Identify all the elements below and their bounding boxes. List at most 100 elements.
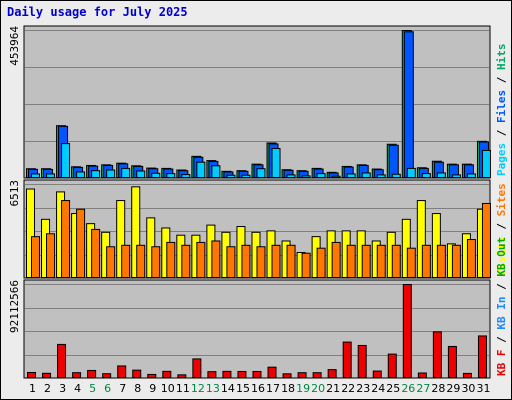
bar-kbf-day-30 <box>462 372 472 379</box>
bar-kbf-day-16 <box>252 370 262 379</box>
bar-kbf-day-4 <box>72 372 82 378</box>
bar-kbf-day-2 <box>42 372 52 379</box>
bar-sites-day-1 <box>31 236 40 278</box>
bar-pages-day-21 <box>331 175 341 178</box>
bar-kbf-day-15 <box>237 370 247 379</box>
day-label-8: 8 <box>134 382 141 395</box>
bar-pages-day-26 <box>406 167 416 179</box>
bar-kbf-day-3 <box>57 343 67 379</box>
bar-sites-day-8 <box>136 244 146 279</box>
bar-sites-day-24 <box>376 244 386 279</box>
day-label-2: 2 <box>44 382 51 395</box>
bar-kbf-day-22 <box>342 341 352 378</box>
day-label-17: 17 <box>266 382 280 395</box>
bar-sites-day-16 <box>256 246 266 279</box>
day-label-28: 28 <box>431 382 445 395</box>
bar-sites-day-14 <box>226 246 236 279</box>
day-label-14: 14 <box>221 382 235 395</box>
bar-kbf-day-21 <box>327 369 337 379</box>
bar-pages-day-9 <box>151 172 161 178</box>
bar-kbf-day-19 <box>297 372 307 378</box>
bar-pages-day-5 <box>91 170 101 179</box>
bar-sites-day-20 <box>316 247 326 279</box>
plot-area-1 <box>23 25 491 179</box>
legend-part-kb-out: KB Out <box>495 237 508 277</box>
bar-pages-day-10 <box>166 173 176 178</box>
bar-sites-day-19 <box>301 252 311 279</box>
bar-sites-day-15 <box>241 244 251 279</box>
bar-visits-day-7 <box>116 200 126 278</box>
bar-sites-day-28 <box>436 244 446 279</box>
day-label-24: 24 <box>371 382 385 395</box>
bar-pages-day-22 <box>346 173 356 178</box>
bar-files-day-26 <box>403 31 414 179</box>
bar-kbf-day-23 <box>357 344 367 378</box>
bar-kbf-day-26 <box>402 284 412 378</box>
bar-pages-day-29 <box>451 174 461 179</box>
bar-kbf-day-13 <box>207 371 217 379</box>
bar-visits-day-1 <box>26 188 35 278</box>
day-label-26: 26 <box>401 382 415 395</box>
bar-sites-day-18 <box>286 244 296 279</box>
bar-sites-day-29 <box>451 244 461 279</box>
bar-sites-day-25 <box>391 244 401 279</box>
bar-pages-day-6 <box>106 169 116 179</box>
bar-kbf-day-8 <box>132 369 142 379</box>
day-label-19: 19 <box>296 382 310 395</box>
bar-sites-day-17 <box>271 244 281 279</box>
day-label-11: 11 <box>176 382 190 395</box>
day-label-23: 23 <box>356 382 370 395</box>
bar-kbf-day-12 <box>192 358 202 379</box>
legend-part-kb-in: KB In <box>495 290 508 330</box>
day-label-27: 27 <box>416 382 430 395</box>
series-legend-visits-sites: Visits / Sites <box>495 183 508 276</box>
day-label-15: 15 <box>236 382 250 395</box>
bar-sites-day-30 <box>466 239 476 278</box>
day-label-16: 16 <box>251 382 265 395</box>
bar-kbf-day-17 <box>267 366 277 378</box>
day-label-22: 22 <box>341 382 355 395</box>
ymax-label-visits-sites: 6513 <box>8 180 21 207</box>
bar-sites-day-4 <box>76 208 86 279</box>
bar-sites-day-12 <box>196 241 206 279</box>
legend-part-/: / <box>495 70 508 83</box>
bar-visits-day-27 <box>416 200 426 278</box>
legend-part-kb-f: KB F <box>495 343 508 376</box>
bar-kbf-day-20 <box>312 372 322 378</box>
bar-sites-day-21 <box>331 241 341 279</box>
legend-part-/: / <box>495 123 508 136</box>
day-label-29: 29 <box>446 382 460 395</box>
day-label-12: 12 <box>191 382 205 395</box>
bar-sites-day-13 <box>211 240 221 278</box>
day-label-25: 25 <box>386 382 400 395</box>
bar-files-day-25 <box>388 144 399 178</box>
legend-part-sites: Sites <box>495 183 508 216</box>
bar-pages-day-24 <box>376 174 386 179</box>
ymax-label-kb: 92112566 <box>8 280 21 333</box>
legend-part-/: / <box>495 216 508 229</box>
bar-pages-day-12 <box>196 161 206 178</box>
bar-sites-day-11 <box>181 244 191 279</box>
series-legend-pages-files-hits: Pages / Files / Hits <box>495 44 508 177</box>
bar-pages-day-8 <box>136 170 146 178</box>
bar-kbf-day-7 <box>117 365 127 379</box>
bar-kbf-day-11 <box>177 374 187 378</box>
bar-kbf-day-9 <box>147 373 157 378</box>
bar-pages-day-3 <box>61 143 71 179</box>
bar-kbf-day-10 <box>162 370 172 379</box>
bar-kbf-day-14 <box>222 370 232 379</box>
bar-pages-day-4 <box>76 171 86 179</box>
bar-pages-day-18 <box>286 174 296 179</box>
day-label-4: 4 <box>74 382 81 395</box>
bar-sites-day-6 <box>106 246 116 279</box>
bar-pages-day-13 <box>211 165 221 179</box>
chart-title: Daily usage for July 2025 <box>7 5 188 19</box>
bar-kbf-day-29 <box>447 345 457 379</box>
bar-kbf-day-27 <box>417 372 427 378</box>
bar-sites-day-5 <box>91 228 101 278</box>
bar-sites-day-27 <box>421 244 431 279</box>
bar-sites-day-23 <box>361 244 371 279</box>
bar-pages-day-19 <box>301 175 311 178</box>
bar-pages-day-25 <box>391 173 401 179</box>
